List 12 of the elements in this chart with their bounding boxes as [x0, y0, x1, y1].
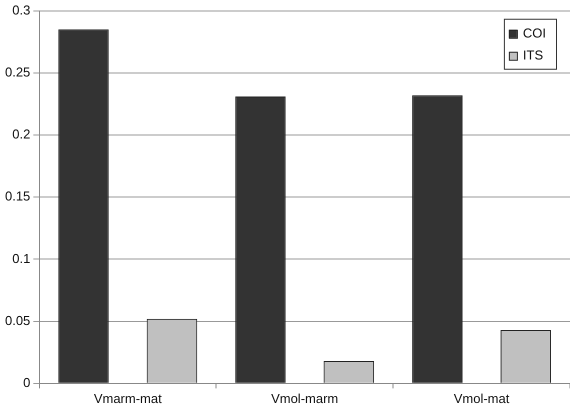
y-tick-label: 0.05: [4, 312, 30, 328]
x-tick-label: Vmol-marm: [271, 390, 338, 406]
legend-label: COI: [522, 25, 546, 40]
x-tick-label: Vmol-mat: [454, 390, 510, 406]
y-tick-label: 0.1: [12, 250, 30, 266]
y-tick-label: 0.25: [4, 64, 30, 80]
x-tick-label: Vmarm-mat: [94, 390, 162, 406]
y-tick-label: 0.2: [12, 126, 30, 142]
legend-label: ITS: [522, 47, 544, 62]
y-tick-label: 0.3: [12, 2, 30, 18]
y-tick-label: 0.15: [4, 188, 30, 204]
y-tick-label: 0: [23, 374, 30, 390]
